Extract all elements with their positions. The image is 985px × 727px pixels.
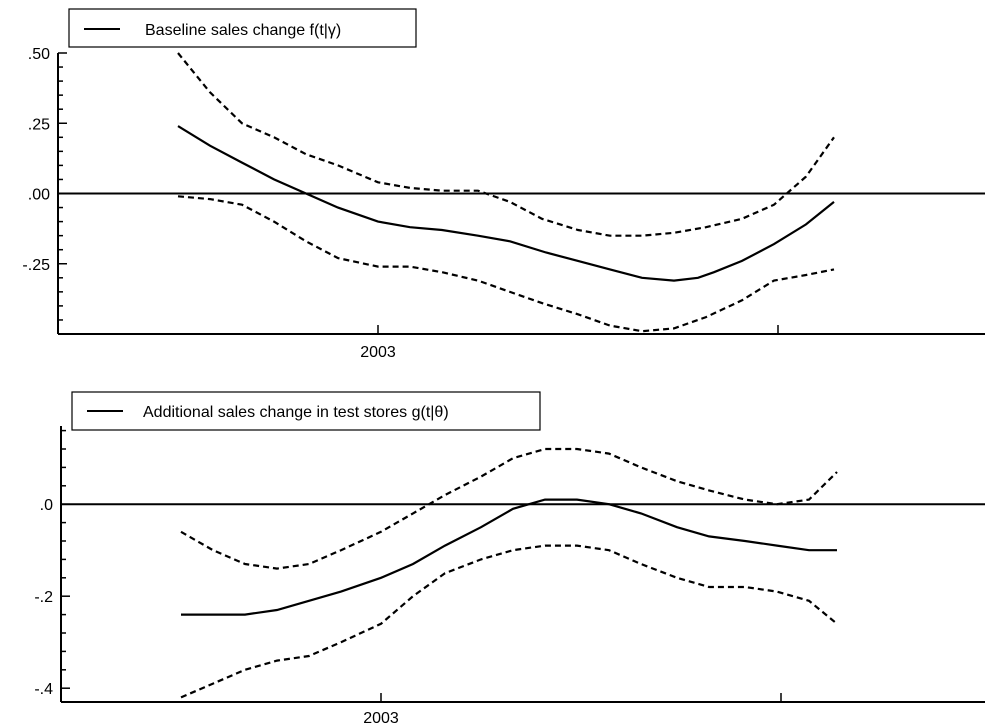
x-axis-ticks <box>377 325 779 334</box>
series-line-lower-band <box>180 544 838 699</box>
y-tick-label: -.25 <box>22 257 50 274</box>
x-axis-ticks <box>380 693 782 702</box>
x-axis-labels: 2003 <box>360 344 396 361</box>
series-line-upper-band <box>177 52 835 237</box>
y-tick-label: -.2 <box>34 589 53 606</box>
y-axis-labels: .50 .25 .00 -.25 <box>22 46 50 274</box>
baseline-sales-panel: .50 .25 .00 -.25 2003 Baseline sales change… <box>22 8 985 361</box>
y-tick-label: .50 <box>28 46 50 63</box>
legend-box <box>68 8 417 48</box>
y-tick-label: .25 <box>28 116 50 133</box>
legend: Baseline sales change f(t|γ) <box>68 8 417 48</box>
y-axis-ticks <box>61 429 70 689</box>
x-axis-labels: 2003 <box>363 710 399 727</box>
series-lines <box>180 447 838 699</box>
y-tick-label: .00 <box>28 187 50 204</box>
legend-label: Baseline sales change f(t|γ) <box>145 22 341 39</box>
y-axis-labels: .0 -.2 -.4 <box>34 497 53 698</box>
y-tick-label: .0 <box>40 497 53 514</box>
legend-label: Additional sales change in test stores g… <box>143 404 449 421</box>
series-line-estimate <box>177 125 835 282</box>
series-lines <box>177 52 835 333</box>
series-line-lower-band <box>177 195 835 333</box>
series-line-estimate <box>181 498 837 616</box>
series-line-upper-band <box>180 447 838 570</box>
y-tick-label: -.4 <box>34 681 53 698</box>
x-tick-label: 2003 <box>360 344 396 361</box>
x-tick-label: 2003 <box>363 710 399 727</box>
legend-box <box>71 391 541 431</box>
additional-sales-panel: .0 -.2 -.4 2003 Additional sales change in… <box>34 391 985 727</box>
legend: Additional sales change in test stores g… <box>71 391 541 431</box>
